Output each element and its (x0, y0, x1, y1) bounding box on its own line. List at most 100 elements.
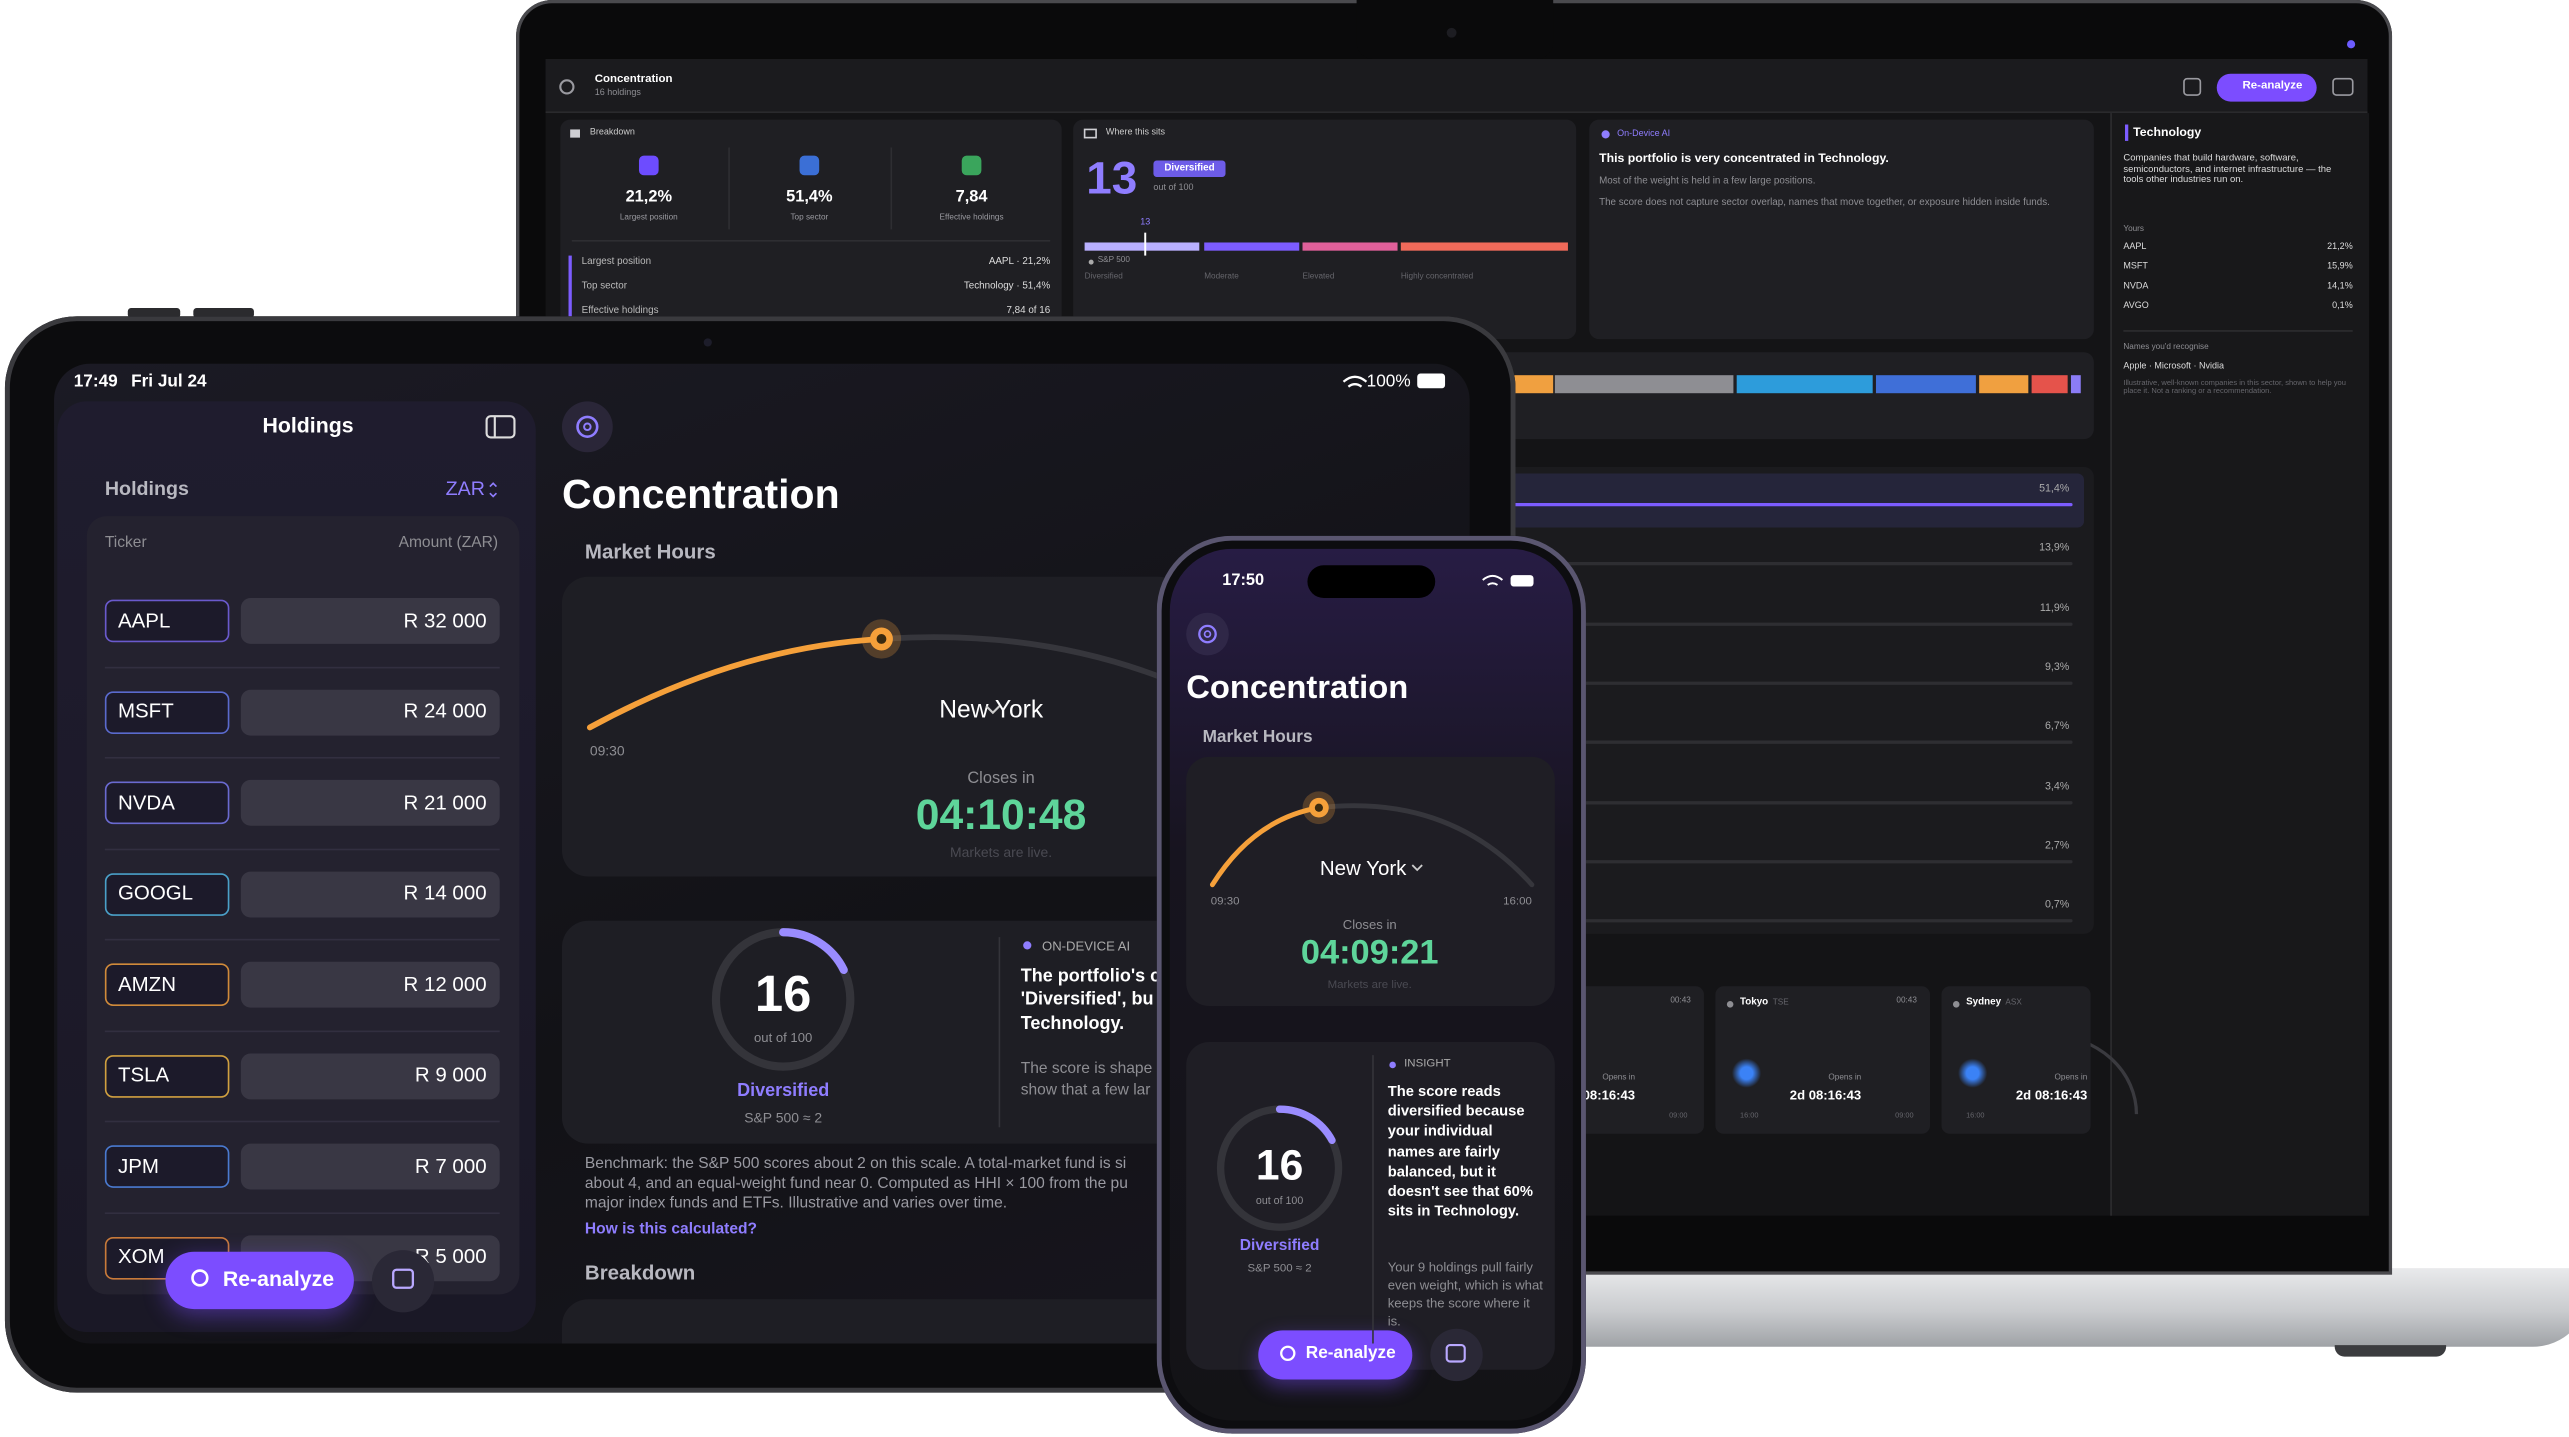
ai-body: The score does not capture sector overla… (1599, 198, 2050, 209)
dynamic-island (1307, 565, 1436, 599)
countdown: 04:09:21 (1300, 933, 1439, 972)
countdown: 2d 08:16:43 (1789, 1087, 1862, 1103)
camera (703, 338, 712, 347)
accent-bar (2124, 124, 2129, 141)
out-of: out of 100 (1255, 1196, 1304, 1208)
badge-label: Diversified (1164, 163, 1215, 173)
ticker-chip (104, 872, 230, 916)
score-ring-fill (779, 928, 848, 975)
stat-icon (961, 155, 982, 176)
column-header: Amount (ZAR) (398, 534, 499, 553)
reanalyze-button[interactable] (2216, 73, 2317, 102)
holding-weight: 0,1% (2332, 301, 2353, 312)
sidebar-description: Companies that build hardware, software,… (2123, 154, 2332, 186)
ticker: GOOGL (117, 881, 194, 905)
gear-icon (559, 79, 575, 95)
settings-button[interactable] (1186, 612, 1229, 656)
ai-headline: Technology. (1020, 1014, 1125, 1034)
holding-ticker: MSFT (2123, 262, 2148, 272)
score-label: Diversified (1239, 1236, 1320, 1256)
search-icon (191, 1269, 209, 1287)
scale-label: Highly concentrated (1400, 271, 1474, 282)
ai-body: The score is shape (1020, 1060, 1153, 1079)
city-picker[interactable]: New York (1319, 856, 1407, 880)
app-subtitle: 16 holdings (594, 88, 641, 99)
close-time: 16:00 (1503, 896, 1532, 908)
reanalyze-button[interactable] (1258, 1330, 1413, 1380)
benchmark-score: S&P 500 ≈ 2 (744, 1109, 823, 1126)
battery-icon (1510, 575, 1534, 587)
help-link[interactable]: How is this calculated? (584, 1220, 758, 1239)
holding-ticker: AAPL (2123, 242, 2147, 253)
amount-field (240, 598, 500, 644)
share-icon (1445, 1344, 1466, 1363)
scale-label: Diversified (1084, 271, 1123, 282)
ticker-chip (104, 963, 230, 1006)
amount: R 7 000 (414, 1154, 487, 1178)
section-title: Market Hours (584, 540, 716, 564)
market-status: Markets are live. (1327, 979, 1412, 992)
market-time: 00:43 (1896, 996, 1917, 1006)
currency-picker[interactable]: ZAR (445, 476, 485, 500)
score-label: Diversified (737, 1081, 830, 1101)
chart-icon (570, 129, 580, 138)
sector-weight: 11,9% (2039, 602, 2070, 614)
score: 13 (1086, 152, 1138, 204)
share-button[interactable] (371, 1250, 435, 1313)
reanalyze-button[interactable] (165, 1251, 354, 1310)
ticker: MSFT (117, 699, 174, 723)
opens-label: Opens in (1602, 1073, 1636, 1083)
insight-label: INSIGHT (1404, 1058, 1451, 1070)
row-label: Largest position (581, 257, 652, 268)
row-separator (104, 847, 500, 850)
stat-label: Top sector (790, 212, 829, 223)
score: 16 (754, 965, 812, 1023)
share-button[interactable] (1430, 1328, 1483, 1382)
amount: R 21 000 (403, 790, 487, 814)
amount: R 9 000 (414, 1063, 487, 1087)
benchmark-note: about 4, and an equal-weight fund near 0… (584, 1174, 1128, 1193)
amount-field (240, 870, 500, 917)
close-time: 09:00 (1669, 1110, 1688, 1120)
status-battery: 100% (1366, 371, 1411, 392)
countdown: 2d 08:16:43 (2015, 1087, 2088, 1103)
ticker: AMZN (117, 972, 176, 996)
column-header: Ticker (104, 534, 147, 553)
stat-icon (799, 155, 820, 176)
countdown: 04:10:48 (915, 789, 1087, 839)
score: 16 (1255, 1140, 1304, 1190)
benchmark: S&P 500 (1097, 255, 1130, 266)
benchmark-note: major index funds and ETFs. Illustrative… (584, 1194, 1008, 1213)
gear-icon (583, 422, 592, 432)
amount-field (240, 779, 500, 826)
sparkle-icon (1389, 1061, 1396, 1069)
card (1186, 756, 1555, 1006)
sidebar-icon[interactable] (2332, 77, 2354, 96)
share-icon[interactable] (2183, 77, 2202, 96)
sparkle-icon (1023, 941, 1032, 950)
moon-glow (1957, 1058, 1988, 1088)
section-title: Breakdown (584, 1261, 696, 1285)
panel (1589, 119, 2094, 340)
sidebar-icon[interactable] (485, 415, 516, 439)
stat-value: 51,4% (786, 188, 833, 207)
ai-headline: This portfolio is very concentrated in T… (1599, 150, 1889, 166)
battery-icon (1417, 373, 1446, 389)
settings-button[interactable] (561, 401, 613, 453)
scale-segment (1204, 242, 1300, 251)
ticker-chip (104, 599, 230, 643)
sun-core (876, 634, 887, 644)
camera (1446, 27, 1457, 38)
holding-weight: 14,1% (2327, 281, 2353, 292)
open-time: 09:30 (1210, 896, 1240, 908)
side-button (127, 308, 181, 318)
out-of: out of 100 (1153, 183, 1194, 194)
row-separator (104, 666, 500, 668)
chevron (985, 705, 1001, 715)
accent-bar (568, 255, 572, 322)
app-title: Concentration (594, 73, 673, 86)
day-arc (1209, 805, 1322, 888)
scale-segment (1084, 242, 1200, 251)
